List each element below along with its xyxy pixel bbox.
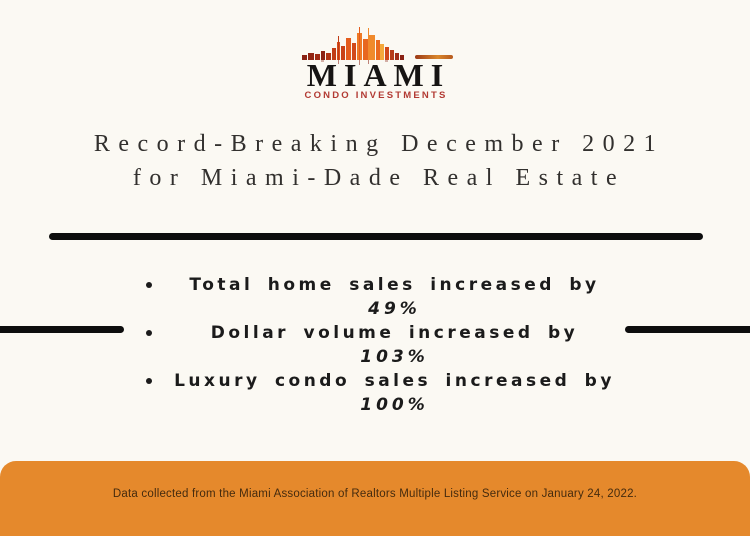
right-edge-accent-line bbox=[625, 326, 750, 333]
footer-bar: Data collected from the Miami Associatio… bbox=[0, 461, 750, 536]
left-edge-accent-line bbox=[0, 326, 124, 333]
brand-name: MIAMI bbox=[306, 57, 451, 93]
list-item: Luxury condo sales increased by 100% bbox=[140, 369, 645, 417]
bullet-dot-icon bbox=[146, 282, 152, 288]
stat-text: Total home sales increased by bbox=[189, 275, 600, 295]
horizontal-divider bbox=[49, 233, 703, 240]
bullet-dot-icon bbox=[146, 330, 152, 336]
stat-text: Dollar volume increased by bbox=[210, 323, 579, 343]
page-title-line1: Record-Breaking December 2021 bbox=[93, 131, 665, 157]
page-title: Record-Breaking December 2021 for Miami-… bbox=[0, 127, 750, 195]
stat-value: 100% bbox=[360, 395, 429, 415]
list-item: Total home sales increased by 49% bbox=[140, 273, 645, 321]
page-title-line2: for Miami-Dade Real Estate bbox=[132, 165, 626, 191]
list-item: Dollar volume increased by 103% bbox=[140, 321, 645, 369]
stat-value: 103% bbox=[360, 347, 429, 367]
stat-value: 49% bbox=[368, 299, 421, 319]
stat-text: Luxury condo sales increased by bbox=[174, 371, 615, 391]
data-source-note: Data collected from the Miami Associatio… bbox=[112, 488, 638, 500]
bullet-dot-icon bbox=[146, 378, 152, 384]
skyline-logo-icon bbox=[300, 27, 470, 72]
brand-tagline: CONDO INVESTMENTS bbox=[304, 90, 448, 101]
stats-bullet-list: Total home sales increased by 49% Dollar… bbox=[140, 273, 645, 417]
